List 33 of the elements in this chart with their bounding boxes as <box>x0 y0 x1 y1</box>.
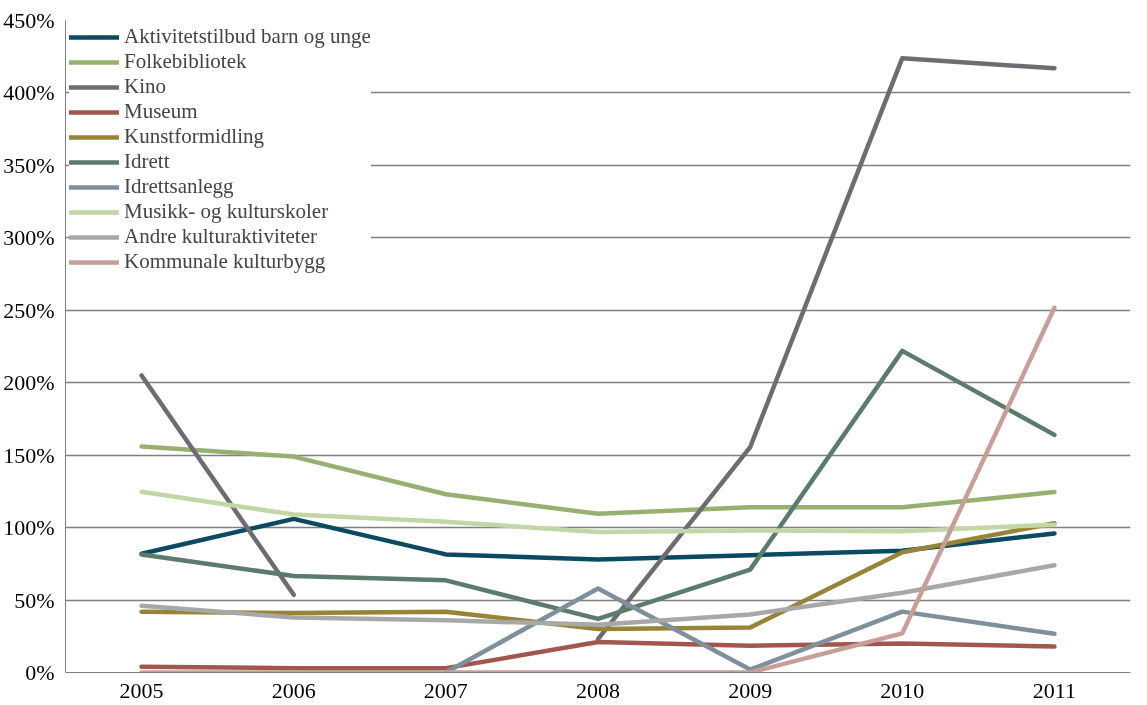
legend-label: Idrett <box>124 149 170 174</box>
legend-label: Idrettsanlegg <box>124 174 234 199</box>
legend-label: Andre kulturaktiviteter <box>124 224 318 249</box>
x-tick-label: 2010 <box>880 677 925 703</box>
y-tick-label: 50% <box>14 587 55 613</box>
line-series <box>139 489 1057 535</box>
x-tick-label: 2008 <box>576 677 620 703</box>
y-tick-label: 100% <box>3 515 55 541</box>
x-tick-label: 2006 <box>271 677 316 703</box>
legend-label: Folkebibliotek <box>124 49 247 74</box>
y-tick-label: 250% <box>3 297 55 323</box>
line-series <box>139 444 1057 517</box>
y-tick-label: 150% <box>3 442 55 468</box>
y-tick-label: 0% <box>25 660 55 685</box>
x-tick-label: 2011 <box>1032 677 1077 703</box>
y-tick-label: 300% <box>3 225 55 251</box>
y-tick-label: 450% <box>3 8 55 33</box>
line-series <box>139 348 1057 622</box>
y-tick-label: 200% <box>3 370 55 396</box>
x-tick-label: 2007 <box>423 677 468 703</box>
x-tick-label: 2009 <box>728 677 773 703</box>
y-tick-label: 400% <box>3 80 55 106</box>
legend-label: Kino <box>124 74 166 99</box>
legend-label: Aktivitetstilbud barn og unge <box>124 24 371 49</box>
x-tick-label: 2005 <box>119 677 164 703</box>
line-series <box>139 563 1057 627</box>
legend-label: Kunstformidling <box>124 124 264 149</box>
y-tick-label: 350% <box>3 152 55 178</box>
legend-label: Museum <box>124 99 198 124</box>
line-series <box>139 516 1057 562</box>
legend-label: Musikk- og kulturskoler <box>124 199 329 224</box>
line-series <box>139 639 1057 671</box>
legend-label: Kommunale kulturbygg <box>124 249 326 274</box>
